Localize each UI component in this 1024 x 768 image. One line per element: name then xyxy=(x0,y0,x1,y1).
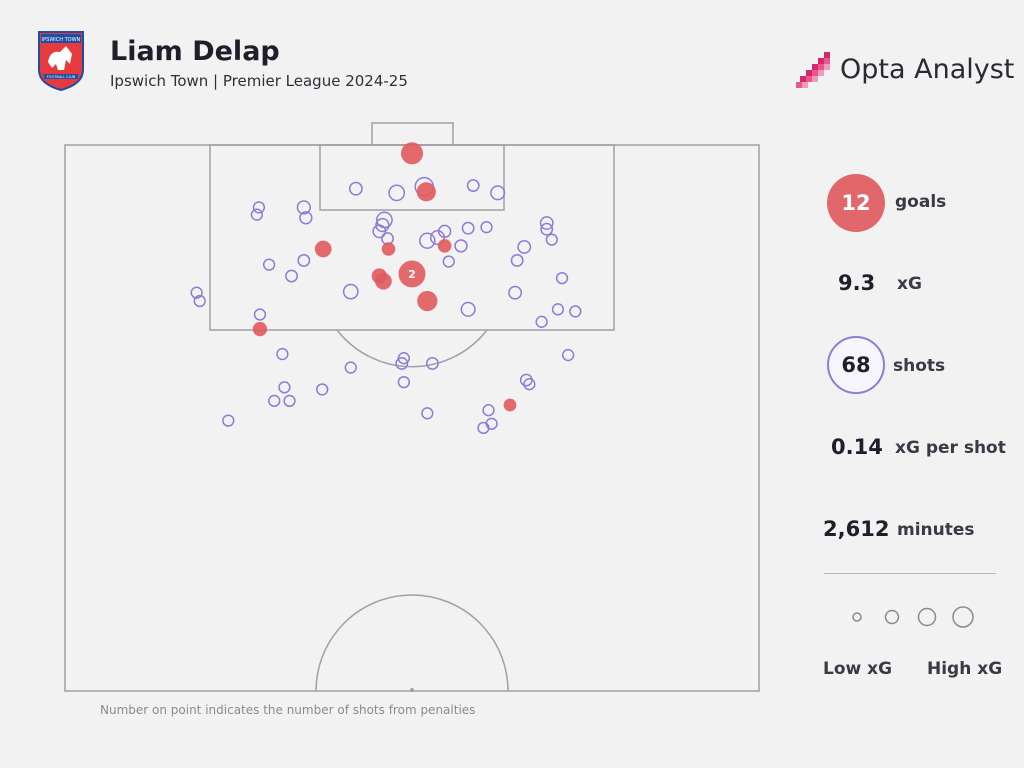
shot-point xyxy=(283,394,296,407)
shot-point xyxy=(375,217,390,233)
goal xyxy=(371,122,454,146)
shot-point xyxy=(523,378,536,391)
shot-point xyxy=(466,179,480,192)
opta-mark-icon xyxy=(796,52,830,88)
shot-point xyxy=(250,208,264,221)
shot-point xyxy=(297,254,311,267)
shot-point xyxy=(190,286,203,299)
shot-point xyxy=(482,404,495,417)
goal-point xyxy=(375,272,392,290)
shot-point xyxy=(372,224,387,239)
shot-point xyxy=(539,216,554,230)
goal-point xyxy=(416,182,436,202)
shot-point xyxy=(508,285,523,300)
legend-circle-l xyxy=(952,606,974,628)
shot-point xyxy=(429,230,446,246)
pitch-outline xyxy=(64,144,760,692)
goal-point xyxy=(400,142,424,165)
shot-point xyxy=(299,211,313,225)
penalty-area xyxy=(209,144,615,331)
brand-logo: Opta Analyst xyxy=(796,52,1014,92)
brand-name: Opta Analyst xyxy=(840,54,1015,85)
centre-spot xyxy=(410,688,414,692)
shot-point xyxy=(540,222,554,236)
legend-circle-xs xyxy=(852,612,862,622)
shot-point xyxy=(342,283,359,300)
shot-point xyxy=(545,233,558,246)
xg-per-shot-value: 0.14 xyxy=(831,435,883,459)
svg-text:FOOTBALL CLUB: FOOTBALL CLUB xyxy=(47,75,76,79)
xg-size-legend xyxy=(852,606,974,628)
goals-value: 12 xyxy=(841,191,871,215)
shots-badge xyxy=(827,336,885,394)
shot-point xyxy=(348,181,363,196)
xg-value: 9.3 xyxy=(838,271,876,295)
shot-point xyxy=(268,394,281,407)
shot-point xyxy=(510,254,524,267)
shot-point xyxy=(262,258,276,271)
shot-point xyxy=(460,301,476,317)
shot-point xyxy=(193,294,206,308)
shot-point xyxy=(397,375,410,389)
shot-point xyxy=(222,414,235,427)
svg-text:IPSWICH TOWN: IPSWICH TOWN xyxy=(42,37,81,43)
legend-circle-m xyxy=(917,607,937,627)
shot-point xyxy=(555,271,569,285)
goal-point xyxy=(252,321,268,337)
shot-point xyxy=(316,383,329,396)
divider xyxy=(824,573,996,574)
shot-point xyxy=(454,239,468,253)
goals-label: goals xyxy=(895,192,947,212)
shot-point xyxy=(253,308,267,321)
shots-layer: 2 xyxy=(190,142,582,435)
shot-point xyxy=(285,269,299,283)
shot-point xyxy=(252,201,266,214)
shot-point xyxy=(276,347,289,361)
shot-point xyxy=(278,381,291,394)
shot-point xyxy=(425,356,439,370)
shot-point xyxy=(344,361,357,374)
shots-label: shots xyxy=(893,356,946,376)
legend-low-label: Low xG xyxy=(823,659,893,679)
page-title: Liam Delap xyxy=(110,36,280,67)
ipswich-town-crest-icon: IPSWICH TOWN FOOTBALL CLUB xyxy=(38,31,84,92)
xg-per-shot-label: xG per shot xyxy=(895,438,1006,458)
footnote: Number on point indicates the number of … xyxy=(100,703,476,717)
minutes-value: 2,612 xyxy=(823,517,890,541)
shot-point xyxy=(535,315,548,328)
shot-point xyxy=(419,232,436,249)
shot-point xyxy=(388,184,406,202)
page-subtitle: Ipswich Town | Premier League 2024-25 xyxy=(110,72,408,90)
minutes-label: minutes xyxy=(897,520,975,540)
shot-point xyxy=(480,221,493,234)
shot-point xyxy=(296,200,311,215)
penalty-arc xyxy=(336,329,488,368)
legend-high-label: High xG xyxy=(927,659,1003,679)
goal-point xyxy=(437,239,452,253)
xg-label: xG xyxy=(897,274,922,294)
shot-point xyxy=(461,221,475,235)
penalty-count-label: 2 xyxy=(408,268,416,281)
centre-circle xyxy=(315,594,509,692)
shot-point xyxy=(569,305,582,318)
shot-point xyxy=(490,185,506,201)
shot-point xyxy=(477,421,490,435)
legend-circle-s xyxy=(884,609,900,625)
shot-point xyxy=(395,356,409,370)
goals-badge xyxy=(827,174,885,232)
shot-point xyxy=(517,239,532,254)
goal-point xyxy=(398,260,426,288)
goal-point xyxy=(503,398,517,412)
goal-point xyxy=(417,290,438,312)
shot-point xyxy=(562,348,575,362)
header: IPSWICH TOWN FOOTBALL CLUB Liam Delap Ip… xyxy=(0,0,1024,110)
shots-value: 68 xyxy=(841,353,871,377)
shot-point xyxy=(442,255,455,268)
shot-point xyxy=(551,303,565,316)
shot-point xyxy=(421,407,434,420)
goal-point xyxy=(314,240,332,258)
goal-point xyxy=(381,242,396,256)
